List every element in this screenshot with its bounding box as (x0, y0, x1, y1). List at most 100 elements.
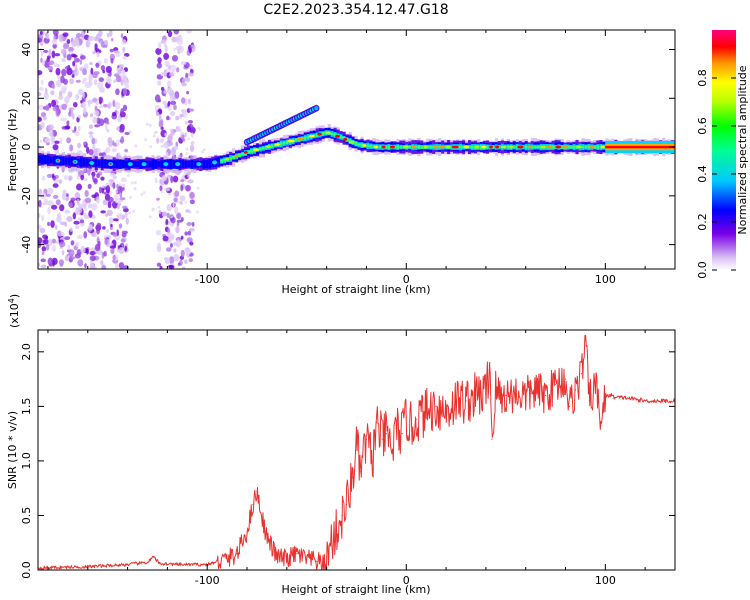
noise-speckle (128, 211, 132, 215)
noise-speckle (41, 175, 46, 181)
ridge-hotspot (555, 145, 562, 149)
noise-speckle (57, 231, 63, 237)
noise-speckle (156, 197, 160, 201)
ridge-cell (587, 145, 591, 149)
noise-speckle (88, 73, 93, 82)
noise-speckle (68, 249, 75, 257)
noise-speckle (157, 205, 161, 209)
ridge-cell (187, 160, 191, 168)
ridge-cell (572, 145, 576, 149)
colorbar-tick-label: 0.2 (696, 213, 709, 231)
ridge-hotspot (362, 144, 367, 147)
noise-speckle (144, 138, 148, 142)
noise-speckle (42, 49, 49, 53)
noise-speckle (75, 242, 79, 248)
snr-data-point (126, 563, 129, 566)
noise-speckle (41, 215, 45, 222)
noise-speckle (186, 125, 192, 133)
noise-speckle (39, 227, 46, 234)
noise-speckle (185, 152, 189, 156)
noise-speckle (177, 128, 181, 132)
noise-speckle (84, 197, 92, 204)
noise-speckle (110, 223, 113, 228)
noise-speckle (124, 212, 128, 219)
noise-speckle (85, 248, 89, 255)
noise-speckle (112, 233, 118, 237)
ridge-cell (524, 145, 528, 149)
noise-speckle (106, 229, 109, 233)
ridge-cell (399, 145, 403, 149)
noise-speckle (118, 247, 125, 255)
noise-speckle (188, 228, 195, 232)
noise-speckle (189, 199, 195, 205)
snr-data-point (236, 553, 238, 555)
noise-speckle (62, 32, 69, 37)
noise-speckle (52, 144, 59, 151)
noise-speckle (122, 104, 128, 112)
noise-speckle (101, 264, 107, 269)
ridge-cell (369, 144, 373, 148)
noise-speckle (64, 209, 71, 214)
snr-y-label: SNR (10 * v/v) (6, 411, 19, 489)
ridge-cell (118, 159, 122, 169)
noise-speckle (176, 219, 183, 223)
ridge-cell (103, 159, 107, 169)
ridge-cell (139, 159, 143, 169)
noise-speckle (166, 115, 170, 121)
snr-data-point (435, 405, 437, 407)
ridge-cell (270, 144, 275, 148)
noise-speckle (45, 243, 50, 251)
noise-speckle (83, 231, 88, 239)
noise-speckle (75, 33, 82, 38)
noise-speckle (119, 129, 125, 133)
ridge-cell (384, 145, 388, 149)
noise-speckle (158, 115, 162, 121)
noise-speckle (170, 64, 177, 73)
noise-speckle (160, 144, 164, 148)
snr-data-point (146, 561, 149, 563)
noise-speckle (74, 130, 80, 137)
noise-speckle (164, 187, 171, 192)
noise-speckle (118, 64, 125, 68)
noise-speckle (124, 245, 128, 252)
noise-speckle (106, 128, 110, 133)
noise-speckle (118, 223, 123, 229)
y-tick-label: 0.5 (20, 507, 33, 525)
noise-speckle (90, 113, 94, 118)
ridge-cell (112, 160, 116, 168)
noise-speckle (96, 51, 100, 58)
noise-speckle (40, 57, 43, 64)
snr-panel: -100 0 100 0.0 0.5 1.0 1.5 2.0 Height of straig… (6, 294, 676, 596)
noise-speckle (120, 33, 124, 39)
snr-data-point (286, 558, 288, 560)
noise-speckle (173, 241, 178, 246)
noise-speckle (88, 149, 94, 156)
noise-speckle (70, 240, 75, 246)
noise-speckle (169, 111, 176, 117)
noise-speckle (75, 79, 81, 83)
snr-data-point (355, 443, 358, 446)
snr-data-point (475, 394, 477, 397)
noise-speckle (163, 52, 170, 60)
branch-cell (314, 106, 319, 111)
snr-data-point (330, 542, 332, 544)
snr-data-point (385, 433, 387, 435)
noise-speckle (77, 115, 81, 119)
noise-speckle (76, 198, 80, 206)
ridge-cell (569, 145, 573, 149)
noise-speckle (64, 96, 70, 104)
colorbar-ticks: 0.0 0.2 0.4 0.6 0.8 (696, 69, 736, 279)
ridge-cell (306, 136, 310, 139)
noise-speckle (176, 67, 180, 73)
noise-speckle (157, 41, 162, 50)
noise-speckle (118, 185, 122, 192)
ridge-cell (133, 160, 137, 168)
noise-speckle (172, 175, 179, 183)
noise-speckle (163, 90, 167, 95)
ridge-cell (46, 155, 51, 165)
noise-speckle (76, 175, 80, 180)
ridge-cell (202, 159, 206, 169)
noise-speckle (91, 194, 97, 198)
noise-speckle (169, 140, 174, 146)
noise-speckle (115, 88, 120, 96)
